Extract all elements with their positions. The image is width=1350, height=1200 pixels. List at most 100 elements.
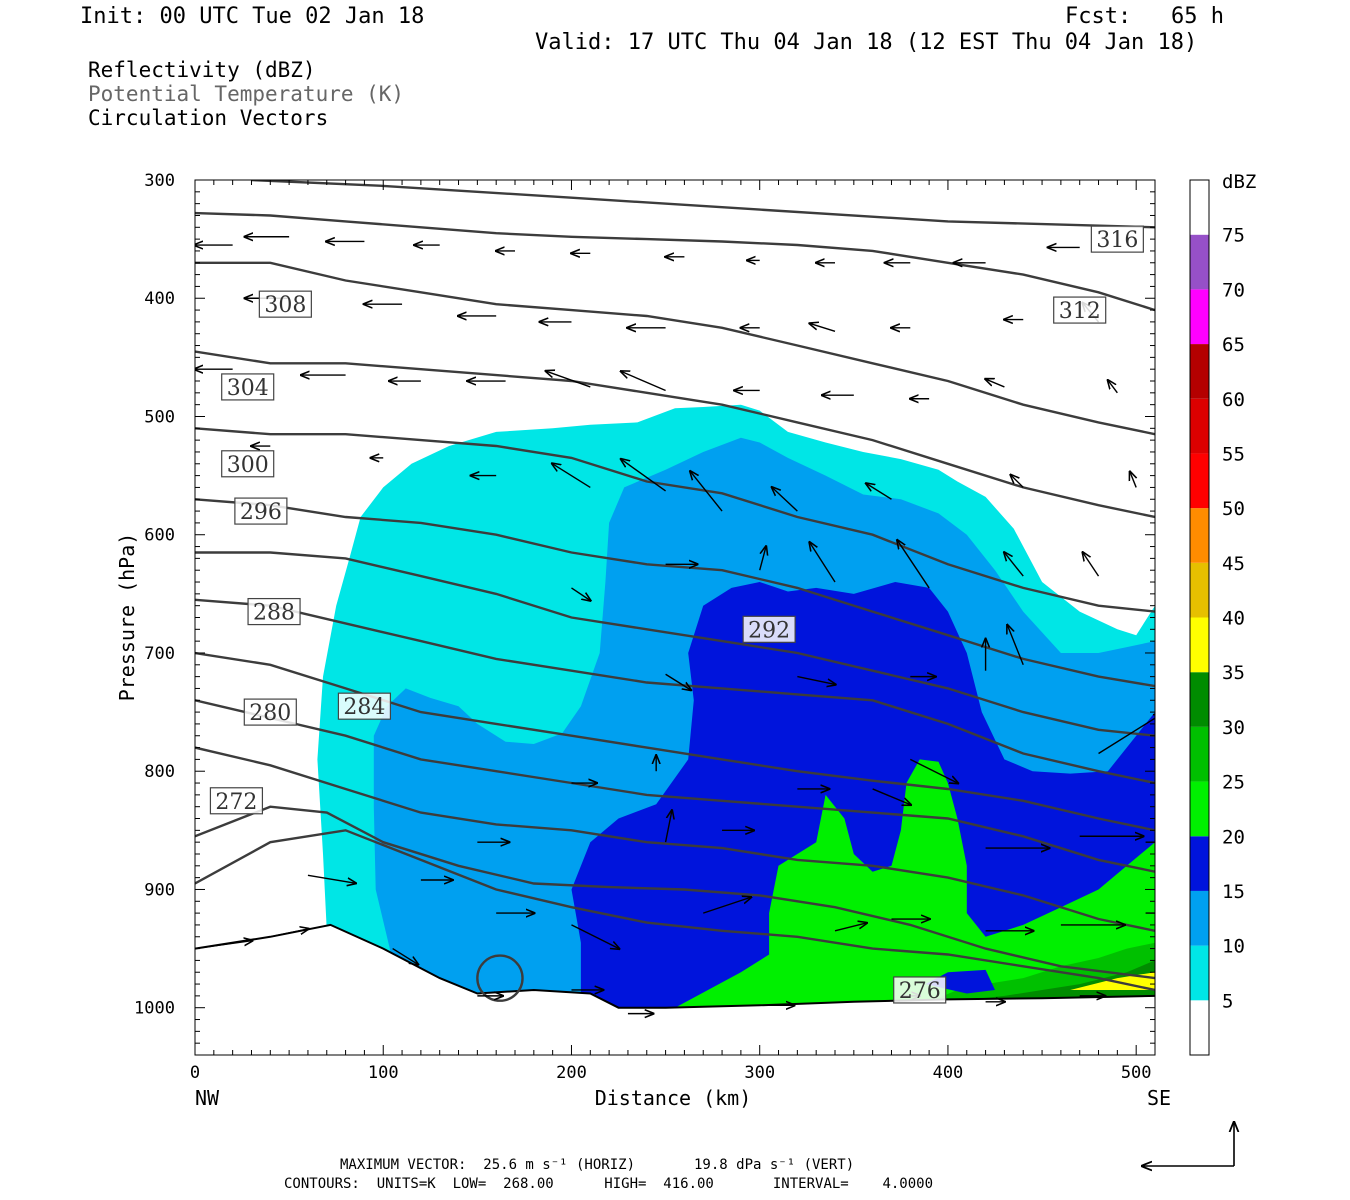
colorbar-segment: [1190, 781, 1209, 837]
theta-label-text: 280: [249, 701, 291, 726]
reflectivity-region-20: [675, 759, 1155, 1044]
circulation-vector: [621, 371, 666, 392]
theta-label-276: 276: [893, 976, 947, 1004]
colorbar-segment: [1190, 945, 1209, 1001]
theta-contour-296: [195, 551, 1155, 737]
colorbar-level-label: 55: [1222, 443, 1245, 465]
circulation-vector: [1098, 713, 1155, 755]
colorbar-segment: [1190, 180, 1209, 235]
colorbar-segment: [1190, 234, 1209, 290]
reflectivity-layer: [317, 404, 1155, 1044]
theta-label-box: [893, 976, 947, 1004]
colorbar-level-label: 20: [1222, 826, 1245, 848]
theta-label-box: [221, 373, 275, 401]
circulation-vector: [1010, 475, 1024, 488]
x-tick-label: 0: [190, 1063, 200, 1083]
theta-label-box: [209, 787, 264, 815]
x-tick-label: 300: [744, 1063, 775, 1083]
circulation-vector: [195, 941, 253, 950]
circulation-vector: [1083, 552, 1100, 577]
theta-label-296: 296: [234, 497, 288, 525]
circulation-vector: [703, 897, 751, 914]
colorbar-level-label: 35: [1222, 662, 1245, 684]
circulation-vector: [809, 323, 836, 333]
theta-label-280: 280: [243, 698, 297, 726]
legend-vectors: Circulation Vectors: [88, 106, 329, 130]
theta-label-box: [247, 597, 301, 626]
circulation-vector: [866, 483, 892, 500]
colorbar-segment: [1190, 453, 1209, 509]
theta-label-284: 284: [337, 692, 392, 720]
circulation-vector: [665, 673, 692, 690]
circulation-vector: [1004, 552, 1024, 577]
theta-label-text: 292: [748, 618, 790, 643]
x-tick-label: 100: [368, 1063, 399, 1083]
circulation-vector: [621, 459, 666, 492]
theta-label-box: [243, 698, 297, 726]
theta-contour-288: [195, 651, 1155, 832]
circulation-vector: [909, 758, 958, 783]
theta-label-288: 288: [247, 597, 301, 626]
circulation-vector: [571, 924, 619, 949]
colorbar-segment: [1190, 344, 1209, 399]
theta-contour-304: [195, 427, 1155, 613]
colorbar-level-label: 50: [1222, 498, 1245, 520]
theta-contour-312: [195, 261, 1155, 436]
theta-label-304: 304: [221, 373, 275, 401]
theta-contour-280: [195, 746, 1155, 932]
circulation-vector: [1130, 471, 1136, 488]
colorbar-level-label: 15: [1222, 881, 1245, 903]
circulation-vector: [809, 542, 836, 583]
colorbar-level-label: 60: [1222, 389, 1245, 411]
x-end-label-left: NW: [195, 1086, 220, 1110]
max-vector-note: MAXIMUM VECTOR: 25.6 m s⁻¹ (HORIZ) 19.8 …: [340, 1157, 855, 1173]
x-tick-label: 400: [933, 1063, 964, 1083]
theta-label-box: [337, 692, 392, 720]
circulation-vector: [985, 379, 1005, 388]
circulation-vector: [1108, 380, 1118, 394]
colorbar-segment: [1190, 890, 1209, 946]
theta-contour-300: [195, 498, 1155, 688]
circulation-vector: [834, 923, 867, 932]
y-tick-label: 800: [144, 762, 175, 782]
theta-contour-top: [251, 180, 1155, 229]
colorbar-level-label: 45: [1222, 553, 1245, 575]
colorbar-segment: [1190, 1000, 1209, 1055]
colorbar-segment: [1190, 398, 1209, 454]
vector-layer: [195, 237, 1155, 1014]
theta-label-308: 308: [258, 290, 312, 318]
theta-label-text: 312: [1059, 299, 1101, 324]
x-axis-label: Distance (km): [595, 1086, 752, 1110]
colorbar: 5 10 15 20 25 30 35 40 45 50 55 60 65 70 75 dBZ: [1189, 171, 1256, 1056]
theta-label-box: [234, 497, 288, 525]
circulation-vector: [571, 587, 590, 601]
circulation-vector: [1007, 625, 1024, 666]
theta-closed-contour: [476, 954, 524, 1002]
colorbar-segment: [1190, 562, 1209, 618]
theta-contour-284: [195, 699, 1155, 873]
colorbar-segment: [1190, 289, 1209, 345]
y-tick-label: 300: [144, 171, 175, 191]
theta-label-312: 312: [1053, 296, 1107, 324]
theta-label-layer: 272 276 280 284 288 292 296 300 304 308 312 316: [209, 225, 1144, 1004]
y-tick-label: 1000: [134, 999, 175, 1019]
theta-label-text: 300: [227, 453, 269, 478]
colorbar-frame: [1189, 179, 1210, 1056]
legend-theta: Potential Temperature (K): [88, 82, 405, 106]
colorbar-level-label: 25: [1222, 772, 1245, 794]
y-tick-label: 400: [144, 289, 175, 309]
colorbar-title: dBZ: [1222, 171, 1256, 193]
init-time: Init: 00 UTC Tue 02 Jan 18: [80, 4, 425, 29]
theta-label-box: [221, 450, 275, 478]
colorbar-segment: [1190, 726, 1209, 782]
colorbar-segment: [1190, 672, 1209, 727]
theta-label-text: 296: [240, 500, 282, 525]
theta-label-292: 292: [742, 615, 796, 643]
reference-vector: [1142, 1122, 1234, 1166]
colorbar-level-label: 40: [1222, 608, 1245, 630]
theta-label-box: [258, 290, 312, 318]
circulation-vector: [392, 947, 419, 965]
colorbar-level-label: 65: [1222, 334, 1245, 356]
colorbar-level-label: 10: [1222, 936, 1245, 958]
